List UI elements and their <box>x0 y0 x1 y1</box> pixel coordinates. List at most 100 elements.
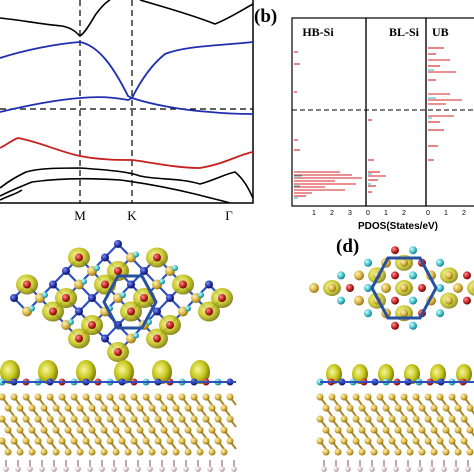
isosurface-lobe <box>467 280 474 296</box>
pdos-bl-peaks <box>368 119 386 193</box>
b-atom <box>159 278 165 285</box>
pdos-panel: (b) HB-Si BL-Si UB <box>254 6 474 232</box>
si-atom <box>0 393 6 401</box>
si-atom <box>46 415 54 423</box>
o-atom <box>463 271 471 280</box>
pdos-xtick-8: 1 <box>444 210 448 217</box>
si-atom <box>448 415 456 423</box>
si-atom <box>358 404 366 412</box>
n-atom <box>205 280 213 289</box>
band-black-lower-2 <box>0 177 231 204</box>
si-atom <box>466 426 474 434</box>
si-atom <box>112 426 120 434</box>
si-atom <box>466 404 474 412</box>
n-atom <box>49 280 57 289</box>
panel-label-d: (d) <box>336 236 359 257</box>
si-atom <box>381 283 391 293</box>
si-atom <box>58 393 66 401</box>
pdos-column-bl <box>365 17 427 207</box>
b-atom <box>436 284 444 292</box>
h-atom <box>111 466 117 472</box>
h-atom <box>345 466 351 472</box>
si-atom <box>454 426 462 434</box>
si-atom <box>466 448 474 456</box>
si-atom <box>190 415 198 423</box>
o-atom <box>49 307 57 316</box>
b-atom <box>133 332 139 339</box>
si-atom <box>130 415 138 423</box>
si-atom <box>106 393 114 401</box>
si-atom <box>340 437 348 445</box>
si-atom <box>424 437 432 445</box>
h-atom <box>15 466 21 472</box>
si-atom <box>76 448 84 456</box>
si-atom <box>82 437 90 445</box>
n-atom <box>62 266 70 275</box>
si-atom <box>400 284 408 292</box>
si-atom <box>370 426 378 434</box>
si-atom <box>454 404 462 412</box>
si-atom <box>28 426 36 434</box>
h-atom <box>429 466 435 472</box>
h-atom <box>135 466 141 472</box>
si-atom <box>28 448 36 456</box>
si-atom <box>226 393 234 401</box>
h-atom <box>453 466 459 472</box>
h-atom <box>3 466 9 472</box>
si-atom <box>118 415 126 423</box>
si-atom <box>376 415 384 423</box>
si-atom <box>196 426 204 434</box>
n-atom <box>88 294 96 302</box>
si-atom <box>394 426 402 434</box>
si-atom <box>376 437 384 445</box>
panel-c-top-view <box>10 239 233 363</box>
si-atom <box>436 415 444 423</box>
side-view-c <box>0 360 237 472</box>
pdos-xtick-3: 3 <box>348 210 352 217</box>
si-atom <box>340 415 348 423</box>
unit-cell-hexagon-c <box>102 274 158 330</box>
si-atom <box>94 415 102 423</box>
si-atom <box>40 448 48 456</box>
si-atom <box>328 437 336 445</box>
si-atom <box>64 426 72 434</box>
si-atom <box>58 437 66 445</box>
si-atom <box>445 296 453 305</box>
si-atom <box>394 404 402 412</box>
si-atom <box>40 426 48 434</box>
o-atom <box>463 296 471 305</box>
si-atom <box>394 448 402 456</box>
b-atom <box>198 292 204 298</box>
panel-d-top-view: (d) <box>309 236 474 330</box>
si-atom <box>196 448 204 456</box>
si-atom <box>406 404 414 412</box>
isosurface-lobe <box>0 360 20 384</box>
si-atom <box>100 404 108 412</box>
h-atom <box>405 466 411 472</box>
si-atom <box>202 393 210 401</box>
o-atom <box>153 334 161 343</box>
b-atom <box>68 319 74 326</box>
si-atom <box>388 437 396 445</box>
si-atom <box>136 448 144 456</box>
si-atom <box>364 437 372 445</box>
h-atom <box>147 466 153 472</box>
isosurface-lobe <box>378 364 394 384</box>
si-atom <box>202 437 210 445</box>
si-atom <box>346 426 354 434</box>
pdos-column-title-ub: UB <box>432 25 449 39</box>
si-atom <box>418 404 426 412</box>
si-atom <box>412 393 420 401</box>
si-atom <box>40 404 48 412</box>
o-atom <box>153 253 161 262</box>
si-atom <box>388 415 396 423</box>
si-atom <box>160 404 168 412</box>
o-atom <box>391 246 399 255</box>
si-atom <box>454 448 462 456</box>
b-atom <box>364 258 372 267</box>
pdos-xtick-1: 1 <box>312 210 316 217</box>
si-atom <box>376 393 384 401</box>
si-atom <box>322 448 330 456</box>
h-atom <box>219 466 225 472</box>
si-atom <box>346 448 354 456</box>
